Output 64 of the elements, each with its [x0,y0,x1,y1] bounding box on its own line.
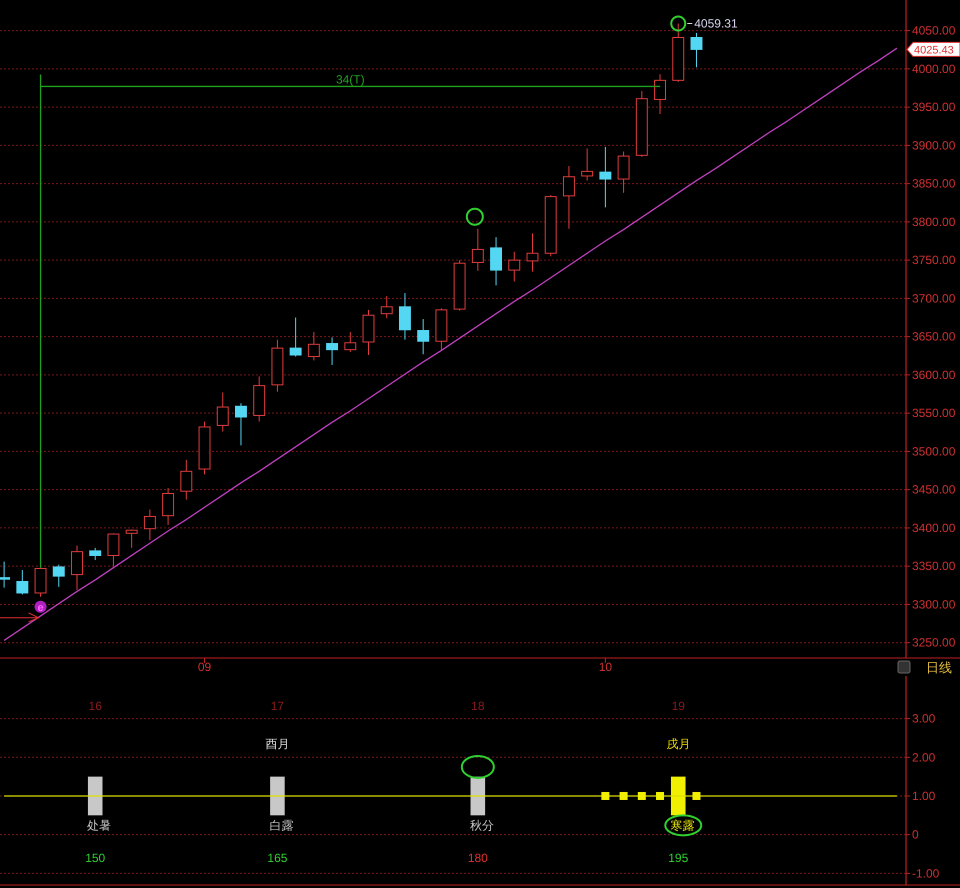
candlestick [562,166,575,230]
y-tick-label: 3800.00 [912,214,956,229]
annotation: 16 [88,699,102,713]
annotation: 戌月 [666,737,690,751]
y-tick-label: 3950.00 [912,100,956,114]
candlestick [508,251,520,282]
candlestick [417,318,430,355]
annotation: 19 [672,699,686,713]
annotation: 180 [468,851,488,865]
candlestick [326,336,338,366]
x-tick-label: 秋分 [470,818,494,832]
annotation: 195 [668,851,689,865]
y-tick-label: 3550.00 [912,406,956,420]
annotation: 150 [85,851,106,865]
candlestick [198,421,210,475]
y-tick-label: 3900.00 [912,138,956,152]
candlestick [216,392,229,432]
annotation: 酉月 [265,737,290,751]
annotation: 4059.31 [694,16,738,30]
y-tick-label: 3750.00 [912,253,956,268]
y-tick-label: 3600.00 [912,368,956,382]
text: 4025.43 [914,44,954,56]
candlestick [654,74,666,114]
y-tick-label: 3300.00 [912,597,956,612]
y-tick-label: 3850.00 [912,176,956,191]
x-tick-label: 寒露 [670,818,694,832]
candlestick [380,296,393,319]
annotation: 18 [471,699,485,713]
x-tick-label: 处暑 [87,818,112,832]
y-tick-label: 1.00 [912,788,936,803]
candlestick [162,488,174,526]
text: 日线 [926,660,952,675]
line-series [3,48,898,642]
candlestick [308,332,320,361]
y-tick-label: 0 [912,828,919,842]
candlestick [235,402,247,446]
candlestick [180,459,192,500]
candlestick [71,545,83,590]
y-tick-label: 3650.00 [912,330,956,344]
candlestick [599,146,612,208]
y-tick-label: 4050.00 [912,24,956,38]
annotation: 17 [270,699,284,713]
x-tick-label: 10 [598,660,612,674]
y-tick-label: 4000.00 [912,62,956,76]
y-tick-label: 3400.00 [912,520,956,535]
candlestick [398,292,411,340]
y-tick-label: 3.00 [912,712,936,726]
y-tick-label: 2.00 [912,750,936,764]
annotation: e [37,602,44,614]
candlestick [472,228,484,272]
y-tick-label: 3700.00 [912,291,956,306]
candlestick [490,236,502,286]
y-tick-label: 3450.00 [912,482,956,497]
candlestick [253,376,266,422]
y-tick-label: 3500.00 [912,444,956,458]
x-tick-label: 白露 [269,818,294,832]
candlestick [144,509,156,541]
candlestick [526,232,538,272]
y-tick-label: -1.00 [912,866,940,880]
x-tick-label: 09 [198,660,212,674]
annotation: 165 [267,851,288,865]
y-tick-label: 3250.00 [912,636,956,650]
ref-line-label: 34(T) [336,72,365,86]
y-tick-label: 3350.00 [912,559,956,574]
